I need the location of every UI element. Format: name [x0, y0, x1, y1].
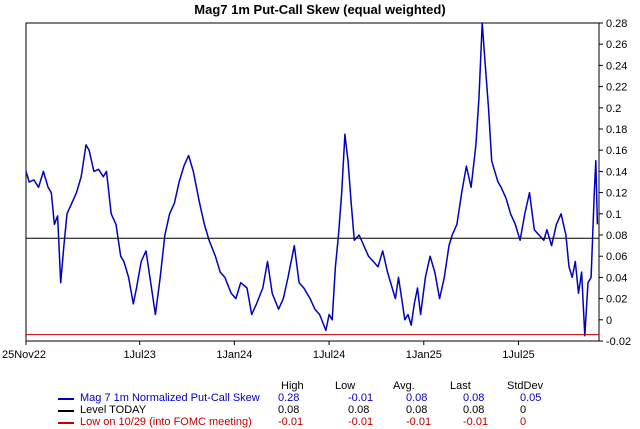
stats-value: 0.05: [520, 392, 542, 404]
legend-row: Mag 7 1m Normalized Put-Call Skew 0.28 -0.…: [0, 392, 640, 405]
chart-svg: -0.02 0 0.02 0.04 0.06 0.08 0.1 0.12 0.14 0.16 0.1…: [2, 18, 631, 361]
x-tick-label: 25Nov22: [2, 349, 46, 361]
plot-area: [25, 22, 600, 342]
series-layer: [25, 22, 599, 337]
x-tick-label: 1Jul24: [313, 349, 345, 361]
stats-value: 0.08: [406, 392, 428, 404]
stats-header: Low: [335, 380, 356, 392]
y-tick-label: 0.2: [606, 103, 621, 115]
stats-value: 0.08: [463, 404, 485, 416]
y-tick-label: 0.26: [606, 39, 627, 51]
y-tick-label: 0: [606, 315, 612, 327]
legend: High Low Avg. Last StdDev Mag 7 1m Normalize…: [0, 380, 640, 428]
y-tick-label: 0.18: [606, 124, 627, 136]
x-tick-label: 1Jul23: [123, 349, 155, 361]
y-tick-label: 0.24: [606, 60, 627, 72]
series-line-0: [25, 22, 599, 337]
legend-swatch: [58, 398, 74, 400]
stats-value: 0.08: [463, 392, 485, 404]
axis-layer: -0.02 0 0.02 0.04 0.06 0.08 0.1 0.12 0.14 0.16 0.1…: [2, 18, 631, 361]
y-tick-label: 0.02: [606, 294, 627, 306]
y-tick-label: 0.1: [606, 209, 621, 221]
legend-name: Level TODAY: [80, 404, 147, 416]
y-tick-label: 0.14: [606, 166, 627, 178]
legend-name: Mag 7 1m Normalized Put-Call Skew: [80, 392, 260, 404]
y-tick-label: 0.08: [606, 230, 627, 242]
legend-swatch: [58, 422, 74, 424]
stats-value: 0.28: [278, 392, 300, 404]
x-tick-label: 1Jan25: [406, 349, 442, 361]
x-tick-label: 1Jan24: [216, 349, 252, 361]
y-tick-label: 0.04: [606, 272, 627, 284]
stats-header: High: [281, 380, 304, 392]
y-tick-label: 0.06: [606, 251, 627, 263]
legend-row: Level TODAY 0.08 0.08 0.08 0.08 0: [0, 404, 640, 417]
x-tick-label: 1Jul25: [502, 349, 534, 361]
y-tick-label: 0.16: [606, 145, 627, 157]
y-tick-label: 0.22: [606, 82, 627, 94]
stats-value: 0: [520, 404, 527, 416]
chart-title: Mag7 1m Put-Call Skew (equal weighted): [194, 2, 446, 17]
y-tick-label: -0.02: [606, 336, 631, 348]
stats-value: -0.01: [348, 392, 374, 404]
stats-header: Last: [450, 380, 471, 392]
stats-value: 0.08: [406, 404, 428, 416]
legend-swatch: [58, 410, 74, 412]
y-tick-label: 0.28: [606, 18, 627, 30]
y-tick-label: 0.12: [606, 188, 627, 200]
stats-header: Avg.: [393, 380, 415, 392]
stats-value: 0.08: [348, 404, 370, 416]
stats-header: StdDev: [507, 380, 544, 392]
stats-value: 0.08: [278, 404, 300, 416]
stats-value: 0: [520, 416, 527, 428]
